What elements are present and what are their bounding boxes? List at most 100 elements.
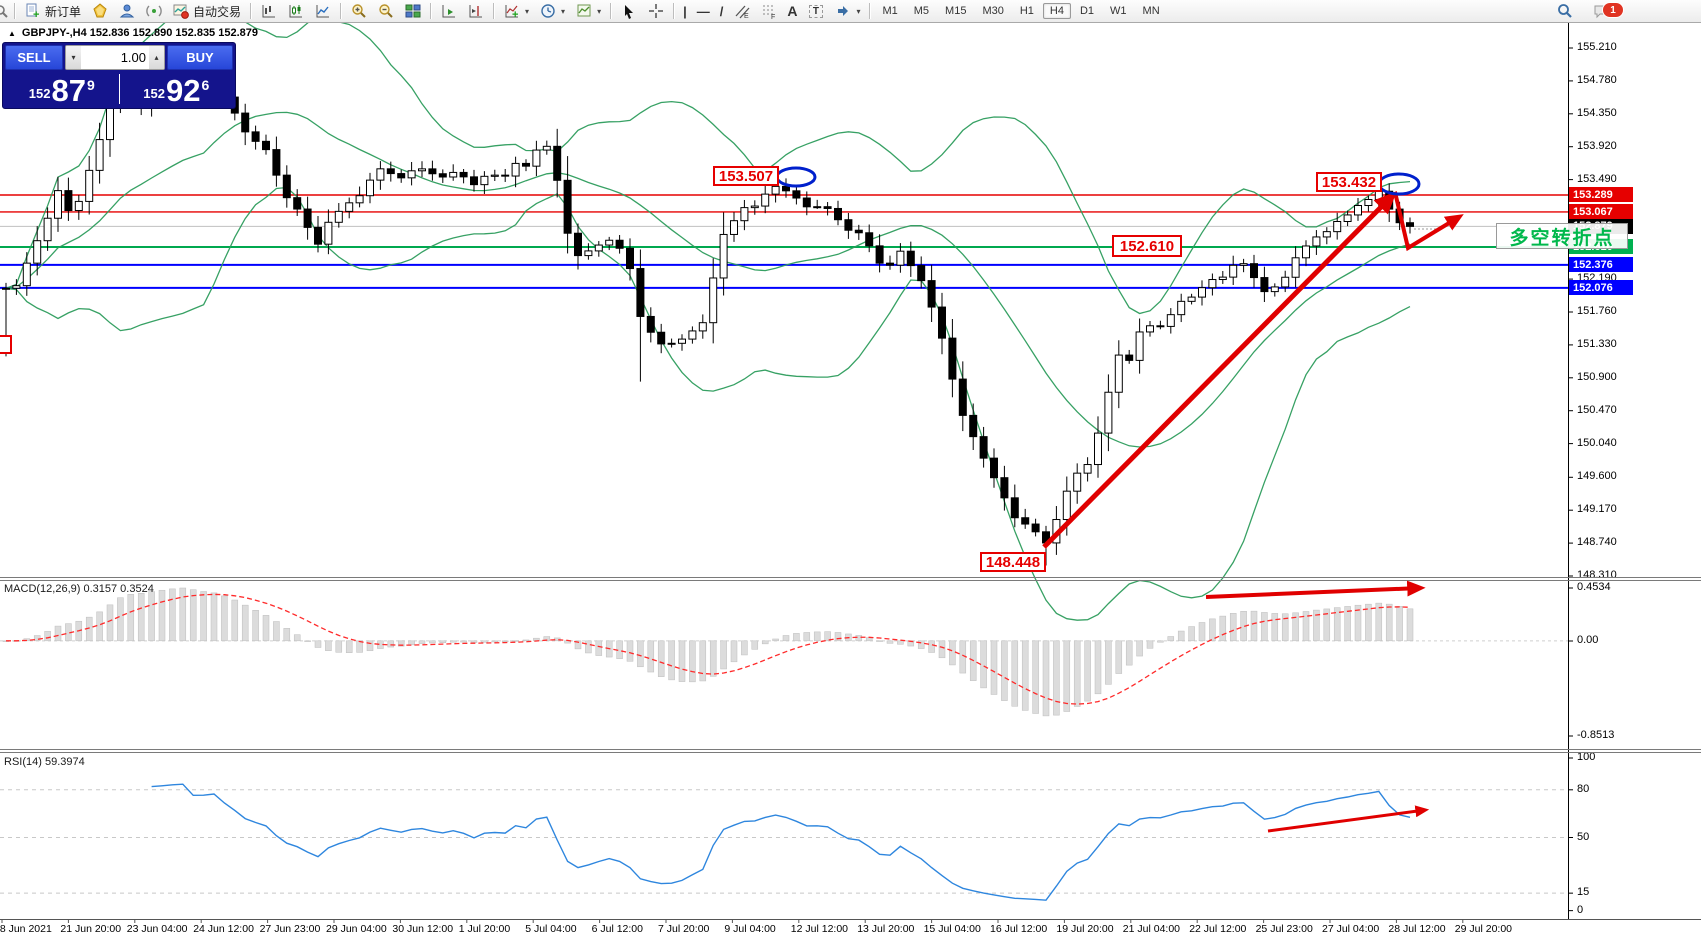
macd-tick-label: -0.8513 <box>1577 729 1615 741</box>
horizontal-line-tool[interactable]: — <box>692 0 715 22</box>
timeframe-m30[interactable]: M30 <box>982 5 1004 17</box>
auto-scroll-icon <box>440 3 457 19</box>
annotation-note-text: 多空转折点 <box>1509 227 1615 249</box>
time-label: 6 Jul 12:00 <box>591 923 643 935</box>
templates-button[interactable]: ▾ <box>570 0 606 22</box>
annotation-price-box[interactable]: 152.610 <box>1112 235 1182 257</box>
time-label: 21 Jun 20:00 <box>60 923 122 935</box>
annotation-price-box[interactable]: 148.448 <box>980 552 1046 572</box>
text-label-tool[interactable]: T <box>802 0 829 22</box>
bid-prefix: 152 <box>28 86 51 101</box>
templates-icon <box>575 3 592 19</box>
highlight-ellipse-1 <box>775 166 817 188</box>
clipped-search-icon[interactable] <box>0 3 10 19</box>
time-label: 29 Jun 04:00 <box>326 923 387 935</box>
timeframe-group: M1 M5 M15 M30 H1 H4 D1 W1 MN <box>874 0 1167 22</box>
community-icon <box>118 3 135 19</box>
price-tick-label: 151.760 <box>1577 305 1617 317</box>
new-order-icon: + <box>24 3 41 19</box>
arrows-tool[interactable]: ▾ <box>829 0 865 22</box>
timeframe-m15[interactable]: M15 <box>945 5 967 17</box>
time-label: 25 Jul 23:00 <box>1255 923 1313 935</box>
time-label: 30 Jun 12:00 <box>392 923 454 935</box>
price-tick-label: 150.470 <box>1577 403 1617 416</box>
timeframe-d1[interactable]: D1 <box>1079 5 1095 17</box>
price-tick-label: 151.330 <box>1577 337 1617 350</box>
time-label: 23 Jun 04:00 <box>126 923 188 935</box>
fibonacci-tool[interactable]: F <box>755 0 782 22</box>
cursor-tool-button[interactable] <box>615 0 642 22</box>
vertical-line-icon: | <box>683 3 687 19</box>
volume-input[interactable] <box>81 46 149 69</box>
fibonacci-icon: F <box>760 3 777 19</box>
bid-big-digits: 87 <box>51 73 86 109</box>
volume-decrease-button[interactable]: ▾ <box>66 46 81 69</box>
time-label: 18 Jun 2021 <box>0 923 52 935</box>
time-label: 22 Jul 12:00 <box>1189 923 1247 935</box>
timeframe-h4[interactable]: H4 <box>1042 3 1071 19</box>
macd-signal-line <box>6 593 1411 705</box>
annotation-price-box[interactable]: 153.507 <box>713 166 779 186</box>
bid-pip-digit: 9 <box>86 77 95 93</box>
cursor-icon <box>620 3 637 19</box>
toolbar-separator <box>14 3 15 19</box>
collapse-panel-icon[interactable]: ▲ <box>8 28 16 38</box>
sell-button[interactable]: SELL <box>5 45 63 70</box>
community-button[interactable] <box>113 0 140 22</box>
timeframe-h1[interactable]: H1 <box>1019 5 1034 17</box>
toolbar-separator <box>340 3 342 19</box>
trendline-icon: / <box>719 3 724 19</box>
auto-scroll-button[interactable] <box>435 0 462 22</box>
candlestick-chart-button[interactable] <box>282 0 309 22</box>
annotation-price-box[interactable]: 153.432 <box>1316 172 1382 192</box>
funds-button[interactable] <box>86 0 113 22</box>
timeframe-m5[interactable]: M5 <box>913 5 930 17</box>
timeframe-mn[interactable]: MN <box>1142 5 1160 17</box>
indicators-button[interactable]: + ▾ <box>498 0 534 22</box>
autotrading-button[interactable]: 自动交易 <box>167 0 246 22</box>
line-chart-button[interactable] <box>309 0 336 22</box>
time-label: 24 Jun 12:00 <box>193 923 254 935</box>
channel-tool[interactable]: E <box>728 0 755 22</box>
time-label: 29 Jul 20:00 <box>1454 923 1513 935</box>
chart-shift-button[interactable] <box>462 0 489 22</box>
timeframe-w1[interactable]: W1 <box>1110 5 1127 17</box>
search-button[interactable] <box>1551 0 1578 22</box>
price-tick-label: 155.210 <box>1577 41 1617 53</box>
text-tool[interactable]: A <box>782 0 802 22</box>
tile-windows-button[interactable] <box>399 0 426 22</box>
buy-button[interactable]: BUY <box>167 45 233 70</box>
svg-text:+: + <box>512 9 518 19</box>
time-label: 1 Jul 20:00 <box>458 923 511 935</box>
volume-increase-button[interactable]: ▴ <box>149 46 164 69</box>
price-tick-label: 153.490 <box>1577 172 1617 185</box>
annotation-price-box[interactable]: 1 <box>0 335 12 354</box>
new-order-button[interactable]: + 新订单 <box>19 0 86 22</box>
candlesticks <box>2 49 1414 566</box>
bar-chart-button[interactable] <box>255 0 282 22</box>
macd-tick-label: 0.4534 <box>1577 581 1611 593</box>
time-label: 28 Jul 12:00 <box>1388 923 1446 935</box>
vertical-line-tool[interactable]: | <box>678 0 692 22</box>
annotation-note[interactable]: 多空转折点 <box>1496 223 1628 249</box>
crosshair-tool-button[interactable] <box>642 0 669 22</box>
ask-big-digits: 92 <box>165 73 201 109</box>
time-label: 27 Jul 04:00 <box>1322 923 1380 935</box>
funds-icon <box>91 3 108 19</box>
notifications-button[interactable]: 1 <box>1588 0 1624 22</box>
periods-button[interactable]: ▾ <box>534 0 570 22</box>
signals-button[interactable] <box>140 0 167 22</box>
bid-price: 152 87 9 <box>5 72 119 106</box>
zoom-in-button[interactable] <box>345 0 372 22</box>
price-badge-152.076: 152.076 <box>1569 280 1633 296</box>
price-tick-label: 148.310 <box>1577 569 1617 581</box>
timeframe-m1[interactable]: M1 <box>882 5 898 17</box>
trendline-tool[interactable]: / <box>715 0 729 22</box>
tile-windows-icon <box>404 3 421 19</box>
zoom-out-button[interactable] <box>372 0 399 22</box>
macd-histogram <box>2 587 1414 717</box>
bid-ask-display: 152 87 9 152 92 6 <box>5 72 233 106</box>
main-toolbar: + 新订单 自动交易 <box>0 0 1701 23</box>
rsi-tick-label: 0 <box>1577 903 1584 916</box>
